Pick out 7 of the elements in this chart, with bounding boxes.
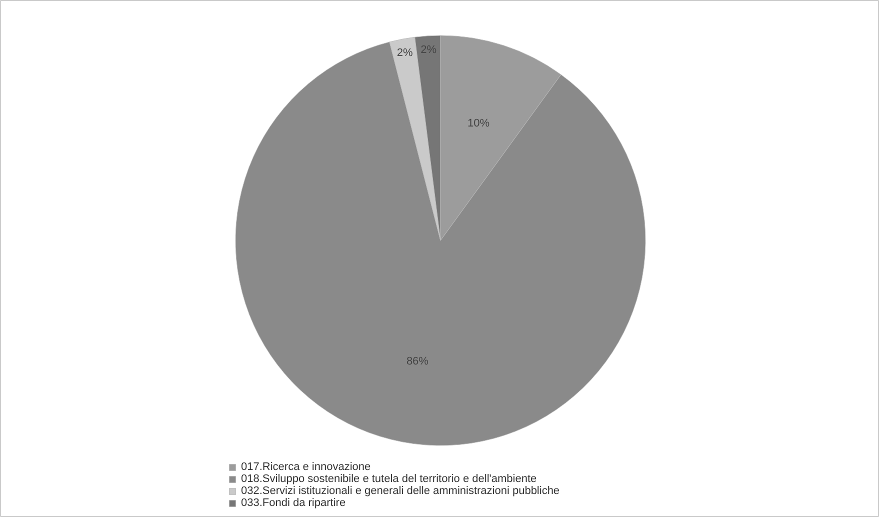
legend-label: 032.Servizi istituzionali e generali delle amministrazioni pubbliche	[241, 485, 560, 497]
legend-label: 017.Ricerca e innovazione	[241, 461, 371, 473]
data-label: 86%	[406, 355, 429, 368]
data-label: 10%	[468, 118, 490, 130]
legend-label: 018.Sviluppo sostenibile e tutela del territorio e dell'ambiente	[241, 473, 537, 485]
legend-label: 033.Fondi da ripartire	[241, 497, 346, 509]
data-label: 2%	[396, 47, 413, 60]
